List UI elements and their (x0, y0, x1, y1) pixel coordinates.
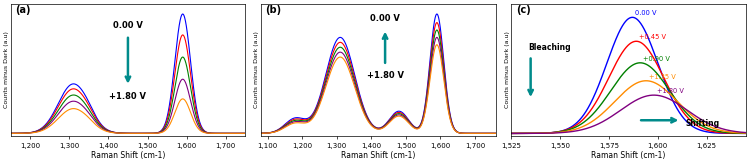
Text: Bleaching: Bleaching (529, 43, 572, 52)
Text: +0.90 V: +0.90 V (643, 56, 670, 62)
Text: +1.80 V: +1.80 V (367, 71, 404, 80)
Text: +0.45 V: +0.45 V (639, 34, 666, 40)
Text: 0.00 V: 0.00 V (635, 10, 657, 16)
Text: 0.00 V: 0.00 V (113, 20, 142, 30)
X-axis label: Raman Shift (cm-1): Raman Shift (cm-1) (341, 151, 416, 160)
Text: (b): (b) (266, 5, 282, 15)
Text: +1.80 V: +1.80 V (657, 88, 684, 94)
Text: Shifting: Shifting (686, 119, 719, 128)
Text: 0.00 V: 0.00 V (370, 14, 400, 23)
Text: +1.35 V: +1.35 V (649, 74, 676, 80)
X-axis label: Raman Shift (cm-1): Raman Shift (cm-1) (91, 151, 165, 160)
Y-axis label: Counts minus Dark (a.u): Counts minus Dark (a.u) (254, 31, 260, 108)
Y-axis label: Counts minus Dark (a.u): Counts minus Dark (a.u) (4, 31, 9, 108)
Text: +1.80 V: +1.80 V (110, 92, 146, 101)
Y-axis label: Counts minus Dark (a.u): Counts minus Dark (a.u) (505, 31, 510, 108)
Text: (a): (a) (15, 5, 31, 15)
Text: (c): (c) (516, 5, 530, 15)
X-axis label: Raman Shift (cm-1): Raman Shift (cm-1) (591, 151, 666, 160)
